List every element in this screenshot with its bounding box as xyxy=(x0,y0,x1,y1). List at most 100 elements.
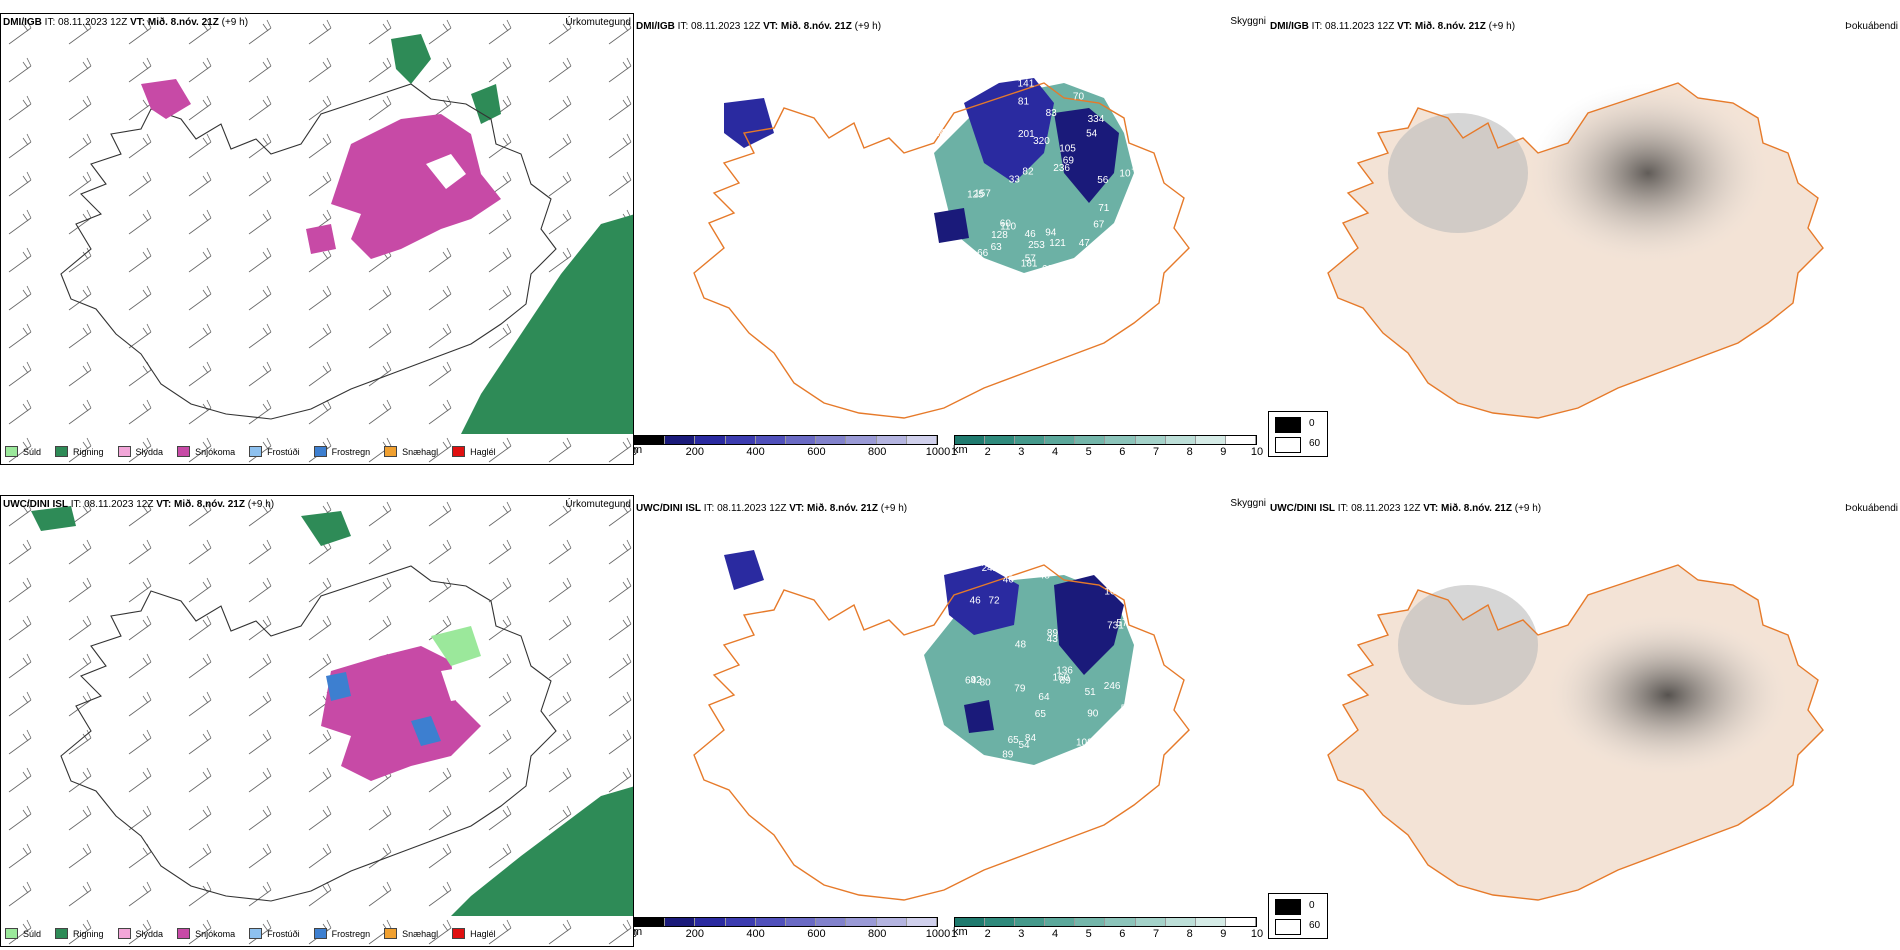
precip-legend-swatch xyxy=(249,446,263,457)
colorbar-cell xyxy=(1045,918,1076,926)
precip-legend-label: Rigning xyxy=(73,928,104,939)
precip-legend-swatch xyxy=(5,446,18,457)
colorbar-cell xyxy=(1105,918,1136,926)
colorbar-cell xyxy=(635,918,666,926)
colorbar-tick: 9 xyxy=(1220,446,1227,458)
colorbar-tick: 4 xyxy=(1051,446,1059,458)
precip-legend-label: Snjókoma xyxy=(195,446,236,457)
cloud-base-label: 82 xyxy=(1022,166,1034,177)
colorbar-cell xyxy=(635,436,666,444)
colorbar-cell xyxy=(755,918,787,926)
colorbar-tick: 2 xyxy=(984,446,991,458)
precip-legend-label: Rigning xyxy=(73,446,104,457)
cloud-base-label: 60 xyxy=(1000,218,1012,229)
cloud-base-label: 128 xyxy=(991,230,1008,241)
panel-header: UWC/DINI ISL IT: 08.11.2023 12Z VT: Mið.… xyxy=(1270,503,1542,514)
panel-header: UWC/DINI ISL IT: 08.11.2023 12Z VT: Mið.… xyxy=(636,503,908,514)
visibility-colorbar: 1 2 3 4 5 6 7 8 9 10 km xyxy=(951,917,1263,940)
precip-legend-label: Snjókoma xyxy=(195,928,236,939)
cloud-base-label: 46 xyxy=(970,596,982,607)
cloud-base-label: 48 xyxy=(999,274,1011,285)
cloud-base-label: 66 xyxy=(977,248,989,259)
colorbar-cell xyxy=(876,436,907,444)
panel-type-title: Skyggni xyxy=(1230,16,1266,27)
colorbar-tick: 2 xyxy=(984,928,991,940)
precip-legend-swatch xyxy=(5,928,18,939)
cloud-base-label: 157 xyxy=(974,189,991,200)
precip-legend-swatch xyxy=(117,446,131,457)
cloud-base-label: 54 xyxy=(1019,740,1031,751)
colorbar-unit: m xyxy=(634,444,643,456)
cloud-base-label: 84 xyxy=(1025,733,1037,744)
cloud-base-label: 246 xyxy=(1104,681,1121,692)
cloud-base-label: 48 xyxy=(1015,639,1027,650)
cloud-base-label: 64 xyxy=(965,675,977,686)
precip-legend-item: Frostúði xyxy=(249,446,300,457)
cloud-base-label: 334 xyxy=(1088,114,1105,125)
fog-legend: 0 60 xyxy=(1268,893,1328,939)
precip-legend-swatch xyxy=(452,928,466,939)
cloud-base-label: 54 xyxy=(1086,129,1098,140)
colorbar-cell xyxy=(1045,436,1076,444)
cloud-base-label: 201 xyxy=(1018,129,1035,140)
precip-type-panel-top: DMI/IGB IT: 08.11.2023 12Z VT: Mið. 8.nó… xyxy=(0,13,634,465)
precip-legend-swatch xyxy=(55,928,69,939)
precip-legend-swatch xyxy=(384,928,398,939)
cloud-base-label: 87 xyxy=(938,745,950,756)
panel-header: DMI/IGB IT: 08.11.2023 12Z VT: Mið. 8.nó… xyxy=(636,21,882,32)
panel-type-title: Þokuábendi xyxy=(1845,21,1898,32)
colorbar-cell xyxy=(846,918,877,926)
colorbar-cell xyxy=(1015,436,1046,444)
colorbar-tick: 7 xyxy=(1152,928,1160,940)
panel-type-title: Skyggni xyxy=(1230,498,1266,509)
cloud-base-label: 121 xyxy=(1049,238,1066,249)
cloud-base-label: 94 xyxy=(1045,228,1057,239)
colorbar-tick: 3 xyxy=(1018,446,1025,458)
precip-legend-item: Haglél xyxy=(452,446,496,457)
colorbar-tick: 5 xyxy=(1085,446,1092,458)
cloud-base-label: 57 xyxy=(1116,618,1128,629)
colorbar-tick: 600 xyxy=(807,928,826,940)
visibility-colorbar: 1 2 3 4 5 6 7 8 9 10 km xyxy=(951,435,1263,458)
colorbar-cell xyxy=(1075,918,1106,926)
cloud-base-label: 89 xyxy=(1060,676,1072,687)
precip-legend-item: Snæhagl xyxy=(384,446,438,457)
precip-legend-swatch xyxy=(313,928,327,939)
colorbar-tick: 10 xyxy=(1250,446,1264,458)
precip-legend-label: Frostregn xyxy=(331,446,371,457)
colorbar-tick: 6 xyxy=(1119,446,1126,458)
cloud-base-label: 98 xyxy=(1099,739,1111,750)
colorbar-cell xyxy=(985,918,1016,926)
cloud-base-label: 100 xyxy=(1104,587,1121,598)
precip-legend-label: Súld xyxy=(23,446,42,457)
cloud-base-label: 134 xyxy=(1131,162,1148,173)
fog-index-panel-bottom: UWC/DINI ISL IT: 08.11.2023 12Z VT: Mið.… xyxy=(1268,495,1900,947)
precip-legend-label: Frostregn xyxy=(331,928,371,939)
colorbar-cell xyxy=(725,918,756,926)
precip-legend-label: Frostúði xyxy=(267,928,300,939)
colorbar-cell xyxy=(1165,436,1196,444)
cloud-base-label: 236 xyxy=(1053,163,1070,174)
cloud-base-label: 253 xyxy=(1028,240,1045,251)
precip-legend-item: Rigning xyxy=(55,446,104,457)
colorbar-cell xyxy=(755,436,787,444)
cloud-base-visibility-panel-top: 148 160 80 83 33 57 105 125 60 69 110 71 85 70 56 82 10 1… xyxy=(634,13,1268,465)
precip-legend-swatch xyxy=(452,446,466,457)
cloud-base-visibility-panel-bottom: 92 59 89 84 72 98 51 65 48 64 87 160 136 79 246 89 54 242… xyxy=(634,495,1268,947)
panel-header: UWC/DINI ISL IT: 08.11.2023 12Z VT: Mið.… xyxy=(3,499,275,510)
precip-legend-label: Frostúði xyxy=(267,446,300,457)
colorbar-tick: 400 xyxy=(746,928,765,940)
colorbar-unit: m xyxy=(634,926,643,938)
precip-legend: Súld Rigning Slydda Snjókoma Frostúði Frostre… xyxy=(5,446,496,457)
cloud-base-label: 57 xyxy=(1025,254,1037,265)
colorbar-cell xyxy=(1165,918,1196,926)
cloud-base-label: 10 xyxy=(1119,169,1131,180)
panel-header: DMI/IGB IT: 08.11.2023 12Z VT: Mið. 8.nó… xyxy=(3,17,249,28)
cloud-base-label: 250 xyxy=(1118,237,1135,248)
cloud-base-label: 99 xyxy=(1130,104,1142,115)
fog-index-map xyxy=(1268,13,1900,465)
precip-legend-label: Slydda xyxy=(135,446,164,457)
fog-index-map xyxy=(1268,495,1900,947)
colorbar-cell xyxy=(786,436,817,444)
precip-legend-label: Haglél xyxy=(470,928,496,939)
